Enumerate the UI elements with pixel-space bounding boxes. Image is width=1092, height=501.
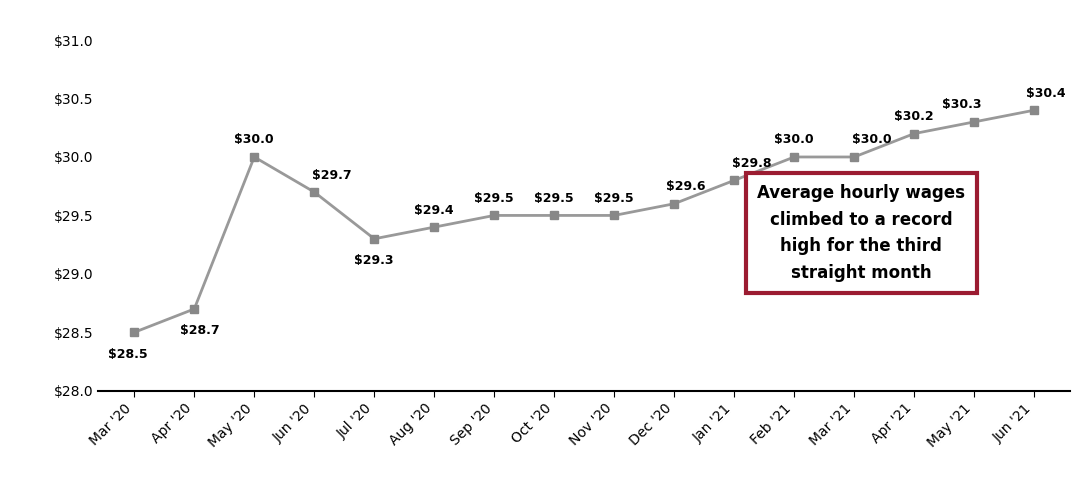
Text: $30.2: $30.2 [894,110,934,123]
Text: $29.8: $29.8 [733,157,772,170]
Text: $29.3: $29.3 [355,254,394,267]
Text: $29.4: $29.4 [415,203,454,216]
Text: $30.0: $30.0 [853,133,892,146]
Text: Average hourly wages
climbed to a record
high for the third
straight month: Average hourly wages climbed to a record… [757,184,965,282]
Text: $29.5: $29.5 [534,192,574,205]
Text: $30.3: $30.3 [942,98,982,111]
Text: $29.6: $29.6 [666,180,705,193]
Text: $30.0: $30.0 [235,133,274,146]
Text: $28.5: $28.5 [108,348,149,361]
Text: $29.7: $29.7 [312,168,352,181]
Text: $28.7: $28.7 [180,324,221,337]
Text: $30.0: $30.0 [774,133,814,146]
Text: $29.5: $29.5 [474,192,514,205]
Text: $30.4: $30.4 [1026,87,1066,100]
Text: $29.5: $29.5 [594,192,634,205]
